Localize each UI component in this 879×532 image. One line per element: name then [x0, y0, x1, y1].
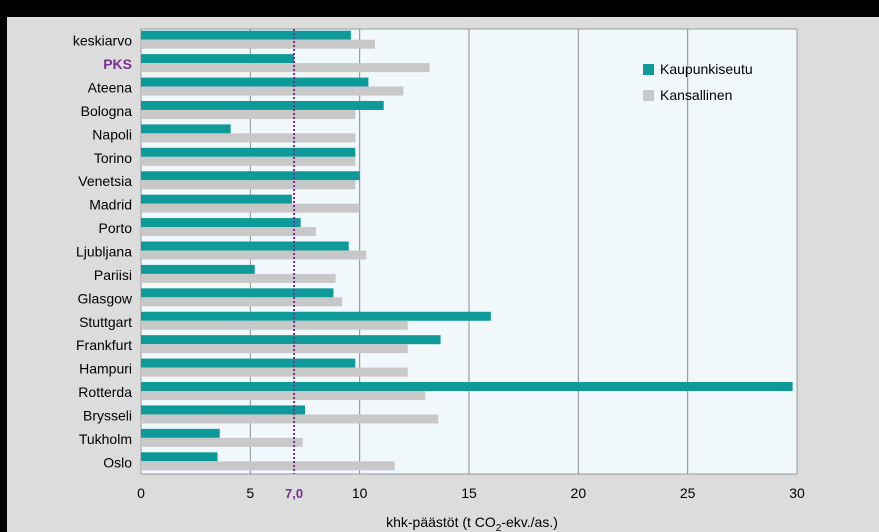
bar-kansallinen [141, 180, 355, 189]
bar-kansallinen [141, 414, 438, 423]
bar-kansallinen [141, 368, 408, 377]
x-tick-label: 10 [352, 485, 368, 501]
category-label: Napoli [92, 126, 132, 142]
legend-swatch-kaupunkiseutu [643, 64, 654, 75]
bar-kaupunkiseutu [141, 288, 333, 297]
bar-kaupunkiseutu [141, 31, 351, 40]
bar-kaupunkiseutu [141, 359, 355, 368]
category-label: Ljubljana [76, 244, 132, 260]
bar-kansallinen [141, 438, 303, 447]
reference-line-label: 7,0 [285, 486, 303, 501]
bar-kansallinen [141, 344, 408, 353]
category-label: Bologna [81, 103, 133, 119]
bar-kansallinen [141, 391, 425, 400]
category-label: Brysseli [83, 407, 132, 423]
legend-label-kansallinen: Kansallinen [660, 87, 732, 103]
legend-label-kaupunkiseutu: Kaupunkiseutu [660, 61, 753, 77]
bar-kaupunkiseutu [141, 101, 384, 110]
x-axis-title-main: khk-päästöt (t CO [386, 514, 496, 530]
x-tick-labels: 0 5 10 15 20 25 30 7,0 [137, 485, 805, 501]
category-label: Tukholm [79, 431, 132, 447]
category-label: Venetsia [78, 173, 132, 189]
category-label: Stuttgart [79, 314, 132, 330]
bar-kaupunkiseutu [141, 265, 255, 274]
bar-kansallinen [141, 133, 355, 142]
chart-frame: keskiarvo PKS Ateena Bologna Napoli Torino Ven… [7, 17, 879, 532]
bar-kansallinen [141, 274, 336, 283]
bar-kaupunkiseutu [141, 195, 292, 204]
x-tick-label: 5 [246, 485, 254, 501]
bar-kaupunkiseutu [141, 382, 793, 391]
category-label: Torino [94, 150, 132, 166]
bar-kaupunkiseutu [141, 78, 368, 87]
bar-kaupunkiseutu [141, 429, 220, 438]
category-label: Pariisi [94, 267, 132, 283]
bar-kaupunkiseutu [141, 218, 301, 227]
bar-kansallinen [141, 63, 430, 72]
bar-kaupunkiseutu [141, 148, 355, 157]
bar-kaupunkiseutu [141, 405, 305, 414]
bar-kaupunkiseutu [141, 124, 231, 133]
x-tick-label: 30 [789, 485, 805, 501]
x-tick-label: 25 [680, 485, 696, 501]
category-label: keskiarvo [73, 33, 132, 49]
category-label: Ateena [88, 80, 133, 96]
category-label: Frankfurt [76, 337, 132, 353]
x-tick-label: 20 [571, 485, 587, 501]
bar-kaupunkiseutu [141, 452, 218, 461]
bar-kaupunkiseutu [141, 171, 360, 180]
bar-kansallinen [141, 297, 342, 306]
bar-kaupunkiseutu [141, 335, 441, 344]
bar-kansallinen [141, 40, 375, 49]
legend-swatch-kansallinen [643, 90, 654, 101]
category-label: Porto [99, 220, 133, 236]
category-label: Hampuri [79, 361, 132, 377]
bar-kaupunkiseutu [141, 242, 349, 251]
x-tick-label: 15 [461, 485, 477, 501]
bar-kansallinen [141, 321, 408, 330]
category-label: Oslo [103, 454, 132, 470]
bar-kansallinen [141, 87, 403, 96]
bar-kansallinen [141, 227, 316, 236]
bar-kansallinen [141, 110, 355, 119]
category-label: PKS [103, 56, 132, 72]
emissions-bar-chart: keskiarvo PKS Ateena Bologna Napoli Torino Ven… [7, 17, 879, 532]
bar-kansallinen [141, 461, 395, 470]
bar-kansallinen [141, 251, 366, 260]
category-label: Rotterda [78, 384, 132, 400]
bar-kaupunkiseutu [141, 54, 294, 63]
category-label: Glasgow [78, 290, 133, 306]
category-label: Madrid [89, 197, 132, 213]
bar-kaupunkiseutu [141, 312, 491, 321]
x-axis-title-rest: -ekv./as.) [501, 514, 558, 530]
category-labels: keskiarvo PKS Ateena Bologna Napoli Torino Ven… [73, 33, 133, 471]
x-axis-title: khk-päästöt (t CO2-ekv./as.) [386, 514, 558, 532]
bar-kansallinen [141, 157, 355, 166]
bar-kansallinen [141, 204, 360, 213]
x-tick-label: 0 [137, 485, 145, 501]
